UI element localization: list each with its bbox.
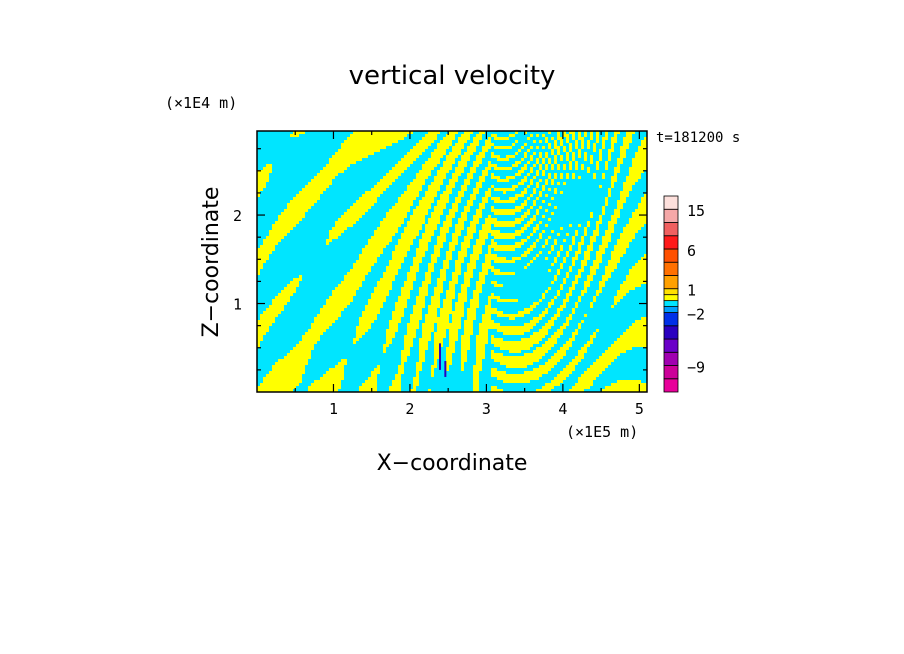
colorbar-label: 1 (687, 282, 696, 300)
strong-downdraft-mark (439, 343, 441, 370)
x-axis-unit: (×1E5 m) (566, 423, 638, 441)
x-tick-label: 3 (482, 400, 491, 418)
time-label: t=181200 s (656, 130, 740, 146)
colorbar-level (663, 208, 679, 223)
colorbar-level (663, 294, 679, 302)
y-tick-label: 2 (233, 207, 242, 225)
colorbar-level (663, 365, 679, 380)
positive-velocity-region (257, 131, 647, 392)
x-axis-ticks (294, 131, 640, 392)
colorbar-level (663, 338, 679, 353)
chart-title: vertical velocity (349, 61, 556, 91)
colorbar-labels: 15 6 1 −2 −9 (687, 202, 705, 376)
colorbar-level (663, 235, 679, 250)
plot-frame (256, 130, 648, 393)
y-axis-tick-labels: 12 (233, 207, 242, 313)
y-tick-label: 1 (233, 296, 242, 314)
x-tick-label: 5 (635, 400, 644, 418)
y-axis-ticks (257, 148, 647, 371)
x-axis-label: X−coordinate (377, 451, 528, 476)
colorbar-level (663, 222, 679, 237)
colorbar-level (663, 248, 679, 263)
colorbar-level (663, 195, 679, 210)
colorbar-level (663, 325, 679, 340)
colorbar-label: 6 (687, 242, 696, 260)
colorbar-level (663, 378, 679, 393)
colorbar-level (663, 312, 679, 327)
velocity-field (257, 131, 647, 392)
colorbar-level (663, 288, 679, 296)
x-tick-label: 4 (558, 400, 567, 418)
y-axis-label: Z−coordinate (199, 187, 224, 338)
colorbar-label: −9 (687, 359, 705, 377)
colorbar-level (663, 300, 679, 307)
y-axis-unit: (×1E4 m) (165, 94, 237, 112)
x-tick-label: 1 (329, 400, 338, 418)
colorbar (663, 195, 679, 393)
colorbar-level (663, 351, 679, 366)
x-axis-tick-labels: 1 2 3 4 5 (329, 400, 644, 418)
colorbar-level (663, 306, 679, 313)
x-tick-label: 2 (405, 400, 414, 418)
colorbar-level (663, 275, 679, 290)
strong-downdraft-mark (444, 361, 447, 377)
colorbar-level (663, 261, 679, 276)
colorbar-label: 15 (687, 202, 705, 220)
colorbar-label: −2 (687, 306, 705, 324)
plot-area (256, 130, 648, 393)
